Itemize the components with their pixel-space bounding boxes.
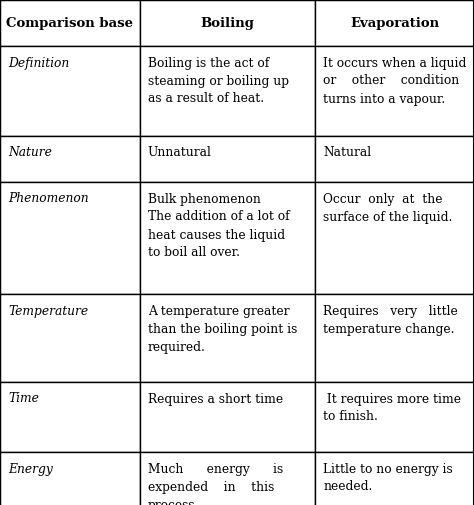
Text: heat causes the liquid: heat causes the liquid [148,228,285,241]
Text: Much      energy      is: Much energy is [148,463,283,476]
Bar [140,382,315,452]
Text: as a result of heat.: as a result of heat. [148,92,264,106]
Text: Occur  only  at  the: Occur only at the [323,192,443,206]
Text: to finish.: to finish. [323,411,378,424]
Bar [0,452,140,505]
Text: temperature change.: temperature change. [323,323,455,335]
Text: Comparison base: Comparison base [7,17,133,29]
Bar [315,452,474,505]
Text: Requires   very   little: Requires very little [323,305,458,318]
Text: Boiling is the act of: Boiling is the act of [148,57,269,70]
Bar [0,0,140,46]
Text: Energy: Energy [8,463,53,476]
Text: Nature: Nature [8,146,52,160]
Text: The addition of a lot of: The addition of a lot of [148,211,290,224]
Bar [0,182,140,294]
Bar [140,46,315,136]
Text: Definition: Definition [8,57,69,70]
Bar [0,294,140,382]
Bar [315,182,474,294]
Bar [315,46,474,136]
Bar [140,0,315,46]
Text: Little to no energy is: Little to no energy is [323,463,453,476]
Bar [140,136,315,182]
Text: process.: process. [148,498,200,505]
Text: turns into a vapour.: turns into a vapour. [323,92,446,106]
Text: Requires a short time: Requires a short time [148,392,283,406]
Text: than the boiling point is: than the boiling point is [148,323,297,335]
Bar [315,136,474,182]
Bar [315,382,474,452]
Bar [0,136,140,182]
Text: surface of the liquid.: surface of the liquid. [323,211,453,224]
Text: It occurs when a liquid: It occurs when a liquid [323,57,466,70]
Text: Time: Time [8,392,39,406]
Text: Bulk phenomenon: Bulk phenomenon [148,192,261,206]
Text: Evaporation: Evaporation [350,17,439,29]
Text: Unnatural: Unnatural [148,146,212,160]
Bar [140,182,315,294]
Text: or    other    condition: or other condition [323,75,459,87]
Text: It requires more time: It requires more time [323,392,461,406]
Text: expended    in    this: expended in this [148,480,274,493]
Text: Natural: Natural [323,146,371,160]
Text: A temperature greater: A temperature greater [148,305,289,318]
Bar [315,294,474,382]
Text: Temperature: Temperature [8,305,88,318]
Text: steaming or boiling up: steaming or boiling up [148,75,289,87]
Text: Boiling: Boiling [201,17,255,29]
Text: needed.: needed. [323,480,373,493]
Text: to boil all over.: to boil all over. [148,246,240,260]
Bar [0,382,140,452]
Bar [140,294,315,382]
Text: required.: required. [148,340,206,353]
Bar [140,452,315,505]
Bar [315,0,474,46]
Bar [0,46,140,136]
Text: Phenomenon: Phenomenon [8,192,89,206]
